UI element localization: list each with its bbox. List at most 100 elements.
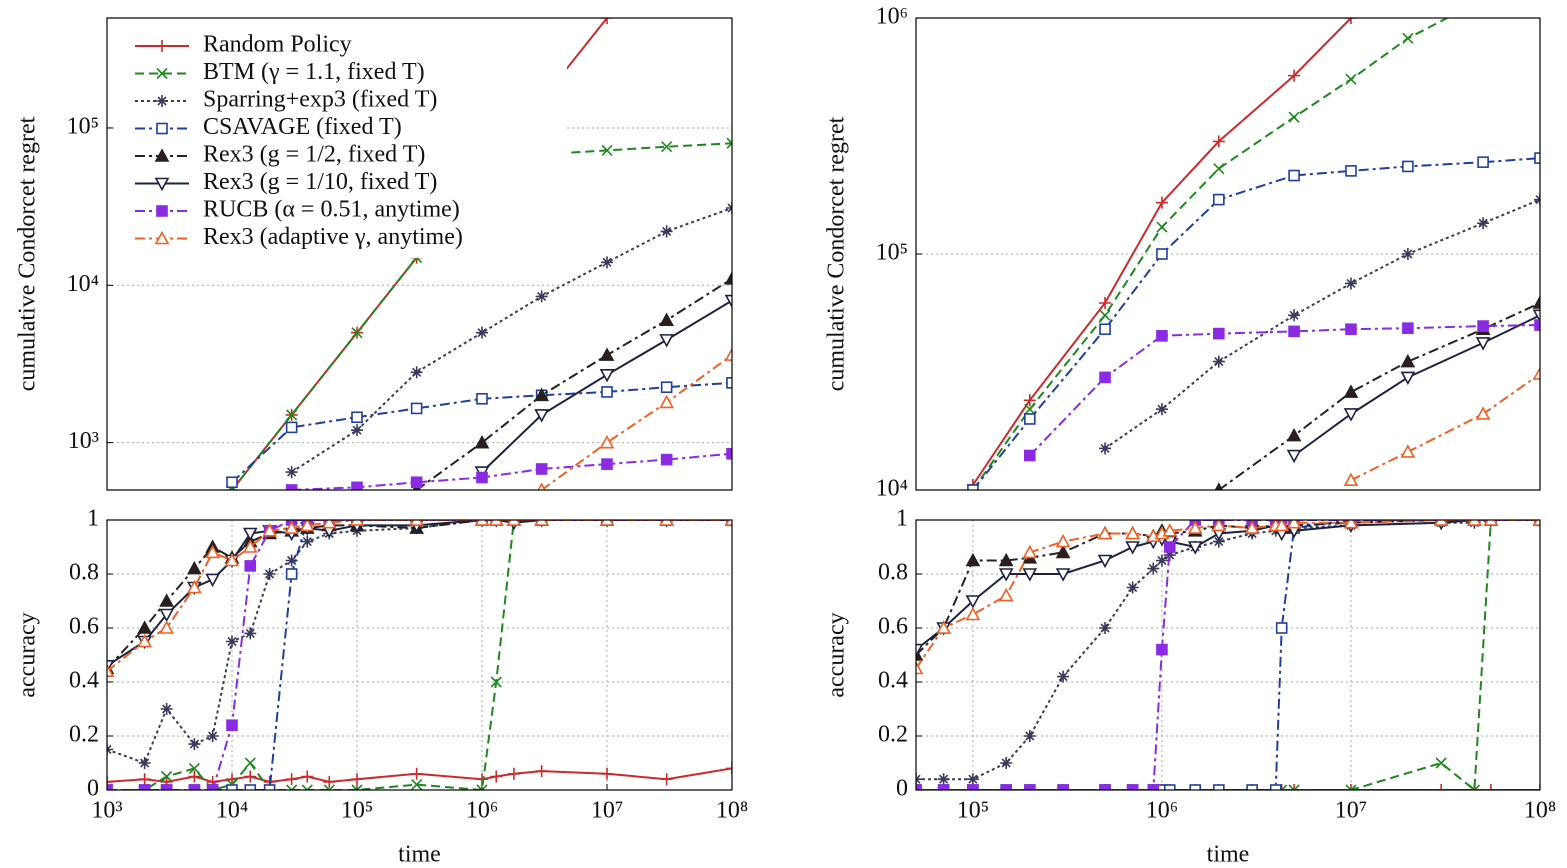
marker (224, 552, 240, 567)
marker (599, 520, 615, 526)
legend-marker (156, 40, 168, 52)
marker (323, 775, 336, 788)
marker (1402, 32, 1414, 44)
series-line (107, 520, 732, 672)
marker (1288, 169, 1300, 182)
series-line (916, 520, 1540, 790)
marker (660, 453, 673, 466)
marker (188, 762, 200, 774)
marker (659, 394, 674, 409)
marker (285, 421, 298, 434)
marker (534, 520, 549, 526)
marker (187, 560, 202, 575)
marker (967, 484, 979, 490)
marker (659, 520, 674, 526)
marker (321, 520, 337, 529)
panel: 0 0.2 0.4 0.6 0.8 1 10⁵ 10⁶ 10⁷ 10⁸ accuracy time (824, 506, 1557, 868)
marker (1467, 520, 1482, 526)
series-line (916, 520, 1540, 651)
marker (301, 784, 313, 790)
marker (601, 458, 613, 470)
series-line (972, 18, 1450, 490)
marker (506, 520, 522, 526)
marker (137, 633, 152, 648)
marker (1344, 784, 1357, 790)
marker (1163, 784, 1176, 790)
marker (1211, 520, 1227, 532)
y-tick-label: 0 (896, 776, 908, 802)
marker (262, 523, 277, 537)
marker (916, 784, 922, 790)
x-tick-label: 10⁶ (466, 798, 498, 824)
marker (285, 568, 298, 580)
marker (476, 784, 488, 790)
marker (1244, 520, 1260, 534)
marker (187, 579, 202, 594)
series-line (107, 520, 732, 670)
legend-box (115, 26, 567, 258)
marker (410, 476, 423, 489)
marker (660, 773, 673, 786)
series-line (916, 520, 1540, 670)
marker (1475, 406, 1491, 420)
x-tick-label: 10⁸ (1524, 798, 1556, 824)
marker (1288, 784, 1300, 790)
marker (351, 773, 363, 786)
marker (1099, 309, 1111, 321)
marker (1155, 554, 1168, 567)
marker (490, 676, 502, 688)
marker (1433, 520, 1449, 526)
marker (1286, 520, 1302, 529)
marker (1344, 277, 1357, 290)
marker (188, 770, 201, 783)
legend-label: Rex3 (g = 1/2, fixed T) (203, 142, 425, 168)
y-tick-label: 0.6 (878, 614, 908, 640)
marker (1288, 69, 1301, 82)
marker (1023, 394, 1036, 407)
marker (1344, 18, 1357, 24)
plot-area (966, 18, 1540, 490)
marker (107, 775, 113, 788)
marker (937, 773, 950, 786)
marker (137, 620, 152, 634)
marker (726, 447, 732, 460)
x-tick-label: 10³ (91, 798, 122, 824)
series-line (291, 207, 732, 473)
marker (488, 520, 504, 526)
marker (660, 381, 673, 394)
marker (724, 294, 732, 309)
marker (476, 392, 488, 405)
marker (1022, 568, 1038, 582)
marker (226, 719, 238, 732)
marker (1147, 784, 1160, 790)
marker (998, 587, 1014, 602)
marker (1435, 757, 1447, 769)
marker (1401, 248, 1414, 260)
legend-label: Random Policy (203, 32, 352, 58)
legend-marker (154, 230, 170, 245)
marker (1155, 403, 1168, 416)
legend-label: CSAVAGE (fixed T) (203, 114, 402, 140)
marker (1212, 535, 1225, 548)
marker (205, 544, 220, 559)
marker (244, 757, 256, 769)
marker (160, 784, 173, 790)
marker (1057, 784, 1069, 790)
marker (967, 784, 979, 790)
marker (1345, 73, 1357, 85)
y-tick-label: 0.4 (878, 668, 908, 694)
marker (286, 409, 298, 421)
marker (1532, 366, 1540, 380)
marker (1000, 784, 1012, 790)
y-tick-label: 10⁴ (67, 271, 99, 297)
marker (599, 347, 615, 361)
legend-label: BTM (γ = 1.1, fixed T) (203, 59, 425, 85)
marker (349, 520, 365, 526)
plot-frame (915, 519, 1541, 791)
marker (244, 784, 257, 790)
marker (299, 520, 315, 532)
marker (1156, 330, 1168, 342)
marker (916, 660, 924, 675)
